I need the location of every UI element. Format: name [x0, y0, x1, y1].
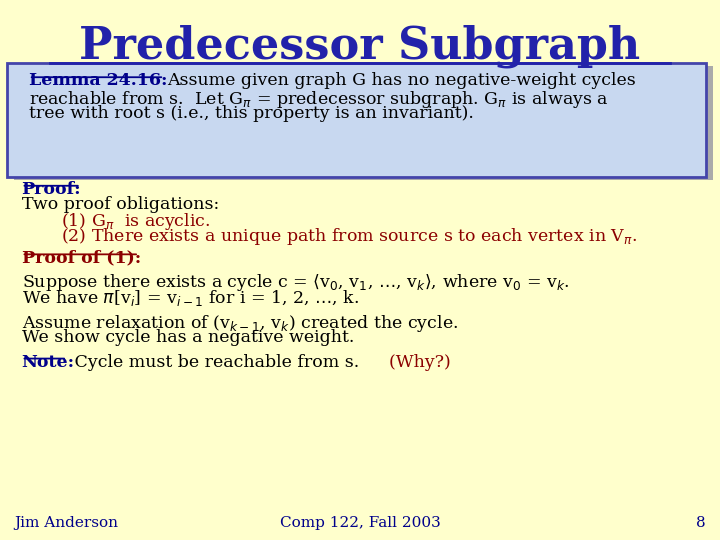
FancyBboxPatch shape	[14, 66, 713, 180]
Text: We have $\pi$[v$_i$] = v$_{i-1}$ for i = 1, 2, $\ldots$, k.: We have $\pi$[v$_i$] = v$_{i-1}$ for i =…	[22, 288, 359, 308]
FancyBboxPatch shape	[7, 63, 706, 177]
Text: (2) There exists a unique path from source s to each vertex in V$_\pi$.: (2) There exists a unique path from sour…	[61, 226, 637, 247]
Text: tree with root s (i.e., this property is an invariant).: tree with root s (i.e., this property is…	[29, 105, 474, 122]
Text: (1) G$_\pi$  is acyclic.: (1) G$_\pi$ is acyclic.	[61, 211, 211, 232]
Text: 8: 8	[696, 516, 706, 530]
Text: Note:: Note:	[22, 354, 75, 370]
Text: We show cycle has a negative weight.: We show cycle has a negative weight.	[22, 329, 354, 346]
Text: Assume relaxation of (v$_{k-1}$, v$_k$) created the cycle.: Assume relaxation of (v$_{k-1}$, v$_k$) …	[22, 313, 458, 334]
Text: Comp 122, Fall 2003: Comp 122, Fall 2003	[279, 516, 441, 530]
Text: Proof:: Proof:	[22, 181, 81, 198]
Text: Assume given graph G has no negative-weight cycles: Assume given graph G has no negative-wei…	[167, 72, 636, 89]
Text: Lemma 24.16:: Lemma 24.16:	[29, 72, 167, 89]
Text: Suppose there exists a cycle c = $\langle$v$_0$, v$_1$, $\ldots$, v$_k$$\rangle$: Suppose there exists a cycle c = $\langl…	[22, 272, 570, 293]
Text: Predecessor Subgraph: Predecessor Subgraph	[79, 24, 641, 68]
Text: reachable from s.  Let G$_\pi$ = predecessor subgraph. G$_\pi$ is always a: reachable from s. Let G$_\pi$ = predeces…	[29, 89, 608, 110]
Text: Proof of (1):: Proof of (1):	[22, 249, 141, 266]
Text: (Why?): (Why?)	[378, 354, 451, 370]
Text: Jim Anderson: Jim Anderson	[14, 516, 118, 530]
Text: Two proof obligations:: Two proof obligations:	[22, 196, 219, 213]
Text: Cycle must be reachable from s.: Cycle must be reachable from s.	[69, 354, 359, 370]
